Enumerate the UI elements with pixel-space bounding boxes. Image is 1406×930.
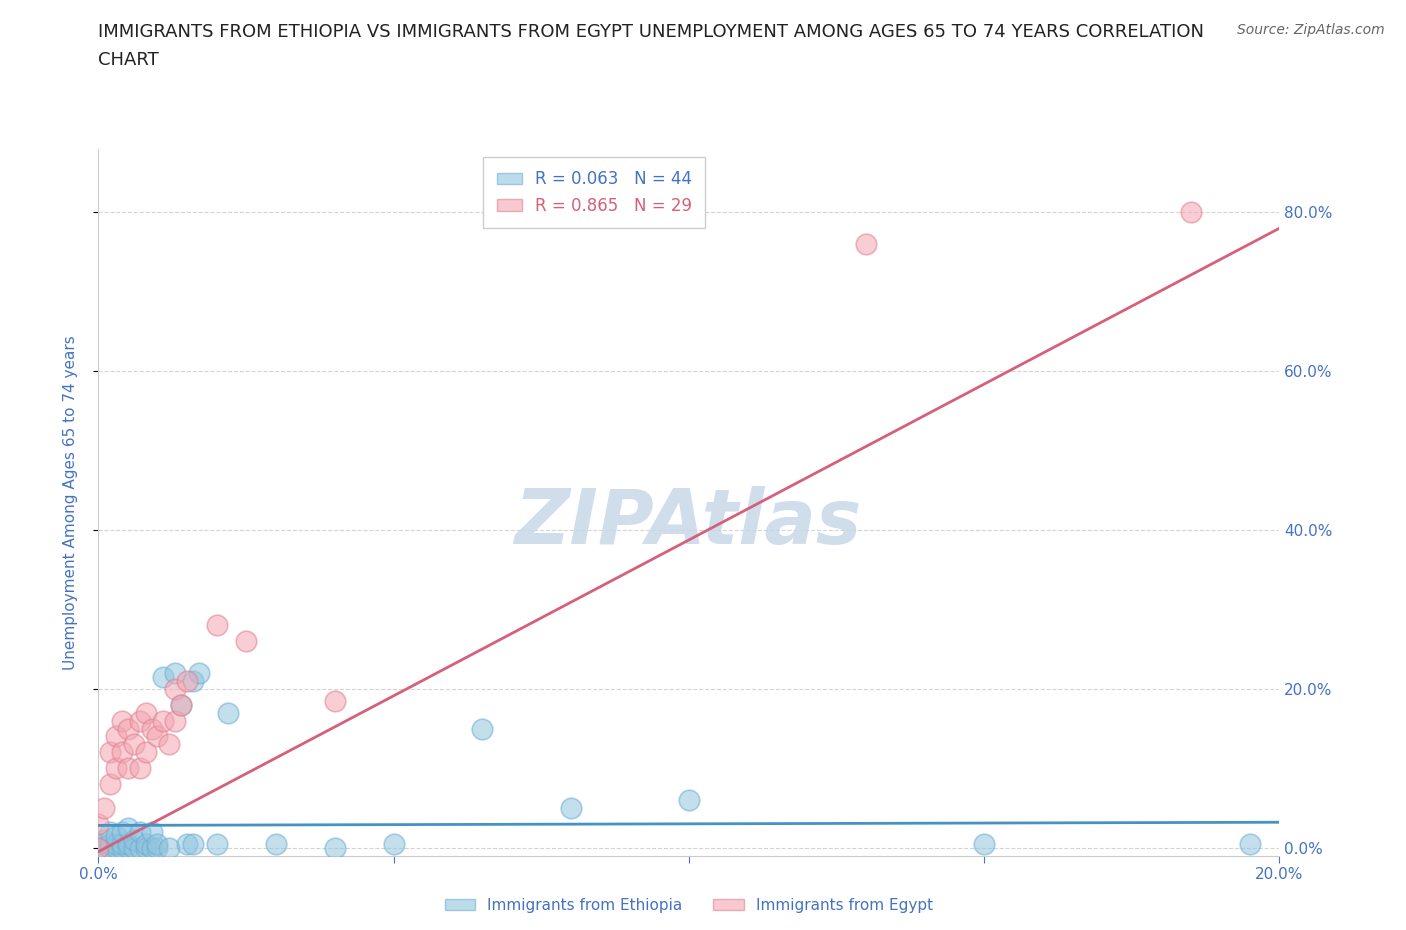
Point bbox=[93, 840, 115, 855]
Point bbox=[111, 836, 134, 851]
Point bbox=[135, 836, 157, 851]
Point bbox=[111, 824, 134, 839]
Point bbox=[117, 721, 139, 736]
Point bbox=[117, 840, 139, 855]
Point bbox=[105, 829, 128, 844]
Point bbox=[165, 666, 187, 681]
Text: Source: ZipAtlas.com: Source: ZipAtlas.com bbox=[1237, 23, 1385, 37]
Point bbox=[98, 840, 121, 855]
Point bbox=[560, 801, 582, 816]
Text: IMMIGRANTS FROM ETHIOPIA VS IMMIGRANTS FROM EGYPT UNEMPLOYMENT AMONG AGES 65 TO : IMMIGRANTS FROM ETHIOPIA VS IMMIGRANTS F… bbox=[98, 23, 1205, 41]
Point bbox=[128, 840, 150, 855]
Point bbox=[105, 836, 128, 851]
Point bbox=[181, 673, 204, 688]
Point bbox=[122, 832, 145, 847]
Point bbox=[152, 670, 174, 684]
Point bbox=[105, 840, 128, 855]
Point bbox=[205, 836, 228, 851]
Legend: Immigrants from Ethiopia, Immigrants from Egypt: Immigrants from Ethiopia, Immigrants fro… bbox=[439, 892, 939, 919]
Point bbox=[678, 792, 700, 807]
Point bbox=[117, 761, 139, 776]
Point bbox=[98, 824, 121, 839]
Point bbox=[471, 721, 494, 736]
Point bbox=[170, 698, 193, 712]
Point bbox=[382, 836, 405, 851]
Point bbox=[323, 693, 346, 708]
Point bbox=[135, 705, 157, 720]
Point bbox=[117, 836, 139, 851]
Point bbox=[146, 729, 169, 744]
Point bbox=[87, 836, 110, 851]
Point bbox=[176, 673, 198, 688]
Point bbox=[217, 705, 239, 720]
Point bbox=[135, 840, 157, 855]
Point bbox=[855, 236, 877, 251]
Point bbox=[93, 801, 115, 816]
Y-axis label: Unemployment Among Ages 65 to 74 years: Unemployment Among Ages 65 to 74 years bbox=[63, 335, 77, 670]
Point bbox=[87, 817, 110, 831]
Point bbox=[170, 698, 193, 712]
Point bbox=[98, 745, 121, 760]
Point bbox=[152, 713, 174, 728]
Point bbox=[264, 836, 287, 851]
Point bbox=[128, 713, 150, 728]
Point bbox=[98, 777, 121, 791]
Point bbox=[187, 666, 209, 681]
Point bbox=[98, 836, 121, 851]
Point bbox=[165, 682, 187, 697]
Point bbox=[146, 840, 169, 855]
Point bbox=[176, 836, 198, 851]
Point bbox=[105, 761, 128, 776]
Point bbox=[141, 824, 163, 839]
Point bbox=[105, 729, 128, 744]
Point bbox=[157, 840, 180, 855]
Point bbox=[111, 745, 134, 760]
Point bbox=[135, 745, 157, 760]
Point bbox=[128, 761, 150, 776]
Point bbox=[323, 840, 346, 855]
Point bbox=[111, 840, 134, 855]
Point bbox=[1239, 836, 1261, 851]
Point bbox=[973, 836, 995, 851]
Point bbox=[165, 713, 187, 728]
Point bbox=[181, 836, 204, 851]
Point bbox=[146, 836, 169, 851]
Point bbox=[1180, 205, 1202, 219]
Point bbox=[205, 618, 228, 632]
Point bbox=[128, 824, 150, 839]
Point bbox=[157, 737, 180, 751]
Text: CHART: CHART bbox=[98, 51, 159, 69]
Point bbox=[117, 820, 139, 835]
Point bbox=[122, 840, 145, 855]
Point bbox=[111, 713, 134, 728]
Text: ZIPAtlas: ZIPAtlas bbox=[515, 486, 863, 561]
Point bbox=[141, 721, 163, 736]
Point bbox=[141, 840, 163, 855]
Point bbox=[87, 840, 110, 855]
Point bbox=[122, 737, 145, 751]
Point bbox=[93, 832, 115, 847]
Point bbox=[235, 633, 257, 648]
Point bbox=[87, 840, 110, 855]
